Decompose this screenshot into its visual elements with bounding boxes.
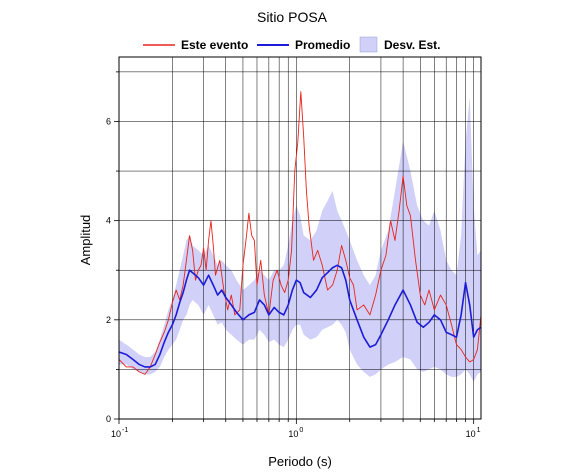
x-tick-label-exponent: 0 <box>299 427 303 434</box>
series-line-este-evento <box>118 91 482 375</box>
series-line-promedio <box>118 264 482 368</box>
std-dev-band <box>119 96 481 382</box>
legend-label-desv-est: Desv. Est. <box>384 38 440 52</box>
x-tick-label: 10 <box>466 429 476 439</box>
y-axis-label: Amplitud <box>78 215 93 266</box>
legend: Este evento Promedio Desv. Est. <box>143 36 440 53</box>
y-tick-label: 4 <box>106 216 111 226</box>
y-tick-label: 2 <box>106 315 111 325</box>
legend-swatch-desv-est <box>359 36 378 53</box>
chart-title: Sitio POSA <box>257 9 328 25</box>
x-tick-label: 10 <box>111 429 121 439</box>
x-axis-label: Periodo (s) <box>268 454 332 469</box>
legend-label-promedio: Promedio <box>295 38 350 52</box>
legend-label-este-evento: Este evento <box>181 38 248 52</box>
x-tick-label-exponent: -1 <box>122 427 128 434</box>
x-tick-label: 10 <box>288 429 298 439</box>
y-tick-label: 0 <box>106 414 111 424</box>
plot-frame <box>118 56 482 420</box>
x-tick-label-exponent: 1 <box>477 427 481 434</box>
y-tick-label: 6 <box>106 116 111 126</box>
